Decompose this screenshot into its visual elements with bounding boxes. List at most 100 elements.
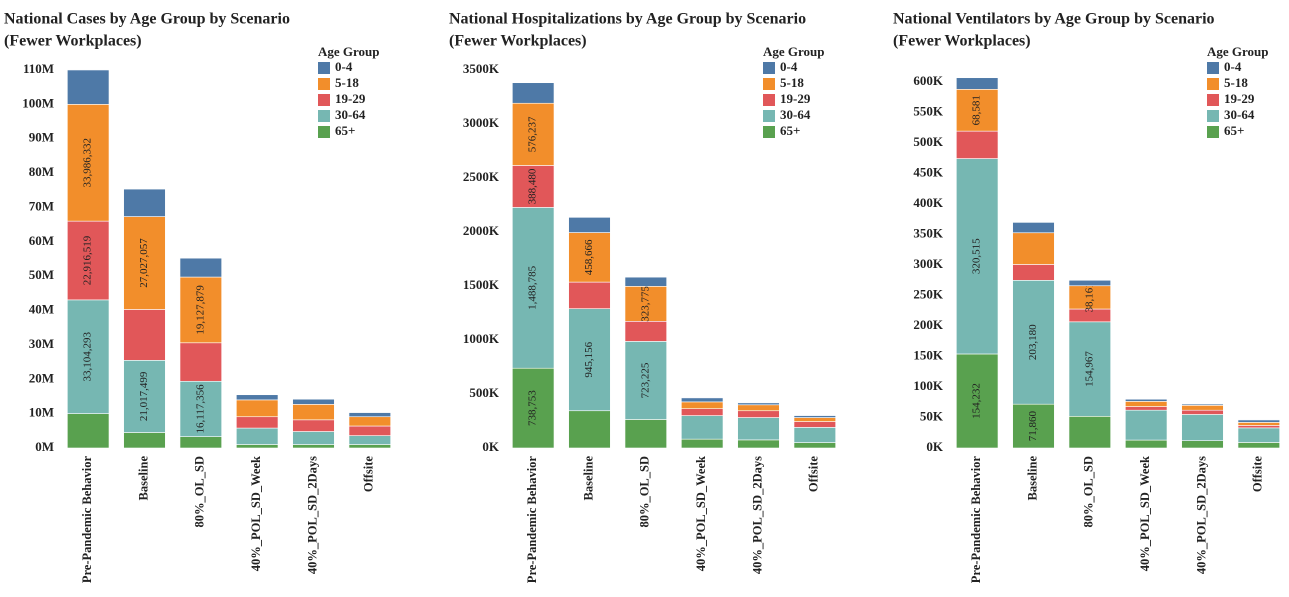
y-tick-label: 500K bbox=[913, 134, 944, 149]
bar-segment bbox=[1125, 401, 1168, 407]
legend-swatch bbox=[1207, 62, 1219, 74]
y-tick-label: 200K bbox=[913, 317, 944, 332]
y-tick-label: 1000K bbox=[463, 331, 500, 346]
bar-segment bbox=[1237, 427, 1280, 443]
x-tick-label: Offsite bbox=[1251, 456, 1265, 493]
y-tick-label: 3500K bbox=[463, 61, 500, 76]
x-tick-label: Baseline bbox=[581, 456, 595, 501]
y-tick-label: 70M bbox=[29, 198, 54, 213]
bar-segment bbox=[681, 438, 724, 449]
bar-segment bbox=[512, 102, 555, 166]
x-tick-label: Pre-Pandemic Behavior bbox=[969, 456, 983, 584]
bar-segment bbox=[681, 397, 724, 403]
bar-segment bbox=[1181, 440, 1224, 449]
data-label: 68,581 bbox=[971, 95, 983, 125]
y-tick-label: 60M bbox=[29, 233, 54, 248]
legend-label: 65+ bbox=[335, 123, 355, 138]
data-label: 154,967 bbox=[1083, 351, 1095, 387]
y-tick-label: 90M bbox=[29, 130, 54, 145]
bar-segment bbox=[1125, 439, 1168, 449]
bar-segment bbox=[1181, 414, 1224, 441]
legend-title: Age Group bbox=[1207, 44, 1269, 59]
bar-segment bbox=[123, 216, 166, 310]
bar-segment bbox=[123, 360, 166, 433]
data-label: 22,916,519 bbox=[82, 235, 94, 285]
bar-segment bbox=[956, 158, 999, 355]
bar-segment bbox=[956, 130, 999, 159]
x-tick-label: Pre-Pandemic Behavior bbox=[80, 456, 94, 584]
y-tick-label: 250K bbox=[913, 287, 944, 302]
data-label: 19,127,879 bbox=[194, 285, 206, 335]
bar-segment bbox=[67, 220, 110, 301]
bar-segment bbox=[123, 309, 166, 361]
legend-label: 30-64 bbox=[780, 107, 811, 122]
legend-label: 0-4 bbox=[1224, 59, 1242, 74]
x-tick-label: 80%_OL_SD bbox=[638, 456, 652, 528]
data-label: 388,480 bbox=[527, 168, 539, 204]
y-tick-label: 0K bbox=[482, 439, 500, 454]
x-tick-label: Offsite bbox=[362, 456, 376, 493]
x-tick-label: 80%_OL_SD bbox=[1082, 456, 1096, 528]
y-tick-label: 30M bbox=[29, 336, 54, 351]
data-label: 738,753 bbox=[527, 390, 539, 426]
y-tick-label: 50M bbox=[29, 267, 54, 282]
y-tick-label: 100M bbox=[22, 95, 54, 110]
legend-swatch bbox=[318, 94, 330, 106]
legend-label: 30-64 bbox=[335, 107, 366, 122]
data-label: 71,860 bbox=[1027, 410, 1039, 441]
bar-segment bbox=[568, 281, 611, 309]
bar-segment bbox=[512, 207, 555, 369]
data-label: 458,666 bbox=[583, 239, 595, 275]
chart-subtitle: (Fewer Workplaces) bbox=[449, 33, 587, 50]
y-tick-label: 80M bbox=[29, 164, 54, 179]
bar-segment bbox=[1068, 415, 1111, 449]
x-tick-label: 40%_POL_SD_Week bbox=[249, 456, 263, 571]
y-tick-label: 50K bbox=[920, 409, 944, 424]
bar-segment bbox=[1012, 222, 1055, 234]
bar-segment bbox=[512, 82, 555, 104]
bar-segment bbox=[1125, 409, 1168, 441]
y-tick-label: 40M bbox=[29, 302, 54, 317]
bar-segment bbox=[737, 410, 780, 418]
bar-segment bbox=[123, 432, 166, 449]
bar-segment bbox=[956, 353, 999, 449]
bar-segment bbox=[512, 165, 555, 208]
data-label: 203,180 bbox=[1027, 324, 1039, 360]
y-tick-label: 1500K bbox=[463, 277, 500, 292]
chart-title: National Cases by Age Group by Scenario bbox=[4, 11, 290, 28]
bar-segment bbox=[348, 416, 391, 427]
bar-segment bbox=[1181, 403, 1224, 406]
y-tick-label: 3000K bbox=[463, 115, 500, 130]
bar-segment bbox=[737, 417, 780, 441]
bar-segment bbox=[624, 320, 667, 342]
data-label: 723,225 bbox=[639, 362, 651, 398]
legend-label: 5-18 bbox=[1224, 75, 1248, 90]
bar-segment bbox=[348, 412, 391, 418]
bar-segment bbox=[1012, 280, 1055, 405]
bar-segment bbox=[179, 436, 222, 449]
bar-segment bbox=[67, 299, 110, 414]
legend-swatch bbox=[1207, 110, 1219, 122]
bar-segment bbox=[1125, 398, 1168, 402]
bar-segment bbox=[737, 404, 780, 412]
legend-title: Age Group bbox=[318, 44, 380, 59]
y-tick-label: 20M bbox=[29, 370, 54, 385]
bar-segment bbox=[292, 404, 335, 421]
bar-segment bbox=[348, 435, 391, 445]
bar-segment bbox=[1237, 425, 1280, 429]
legend-swatch bbox=[1207, 126, 1219, 138]
data-label: 33,986,332 bbox=[82, 138, 94, 188]
x-tick-label: 40%_POL_SD_2Days bbox=[1194, 456, 1208, 574]
data-label: 16,117,356 bbox=[194, 384, 206, 434]
x-tick-label: Pre-Pandemic Behavior bbox=[525, 456, 539, 584]
chart-title: National Ventilators by Age Group by Sce… bbox=[893, 11, 1215, 28]
legend-swatch bbox=[318, 62, 330, 74]
legend-swatch bbox=[763, 94, 775, 106]
bar-segment bbox=[681, 415, 724, 440]
bar-segment bbox=[1181, 409, 1224, 415]
legend-label: 5-18 bbox=[335, 75, 359, 90]
bar-segment bbox=[1237, 419, 1280, 423]
bar-segment bbox=[236, 394, 279, 401]
data-label: 33,104,293 bbox=[82, 332, 94, 382]
